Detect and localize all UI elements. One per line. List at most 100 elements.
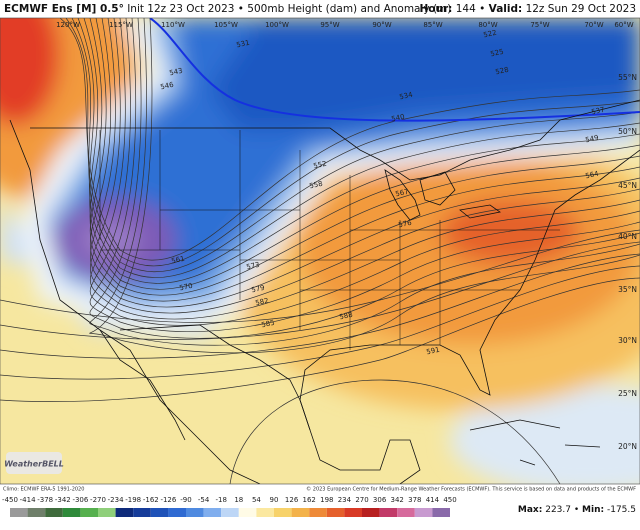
valid-label: Valid: bbox=[489, 3, 523, 15]
contour-line bbox=[0, 229, 640, 323]
contour-line bbox=[89, 18, 640, 308]
contour-label: 591 bbox=[426, 346, 441, 357]
contour-label: 549 bbox=[585, 134, 600, 145]
longitude-label: 60°W bbox=[614, 21, 633, 29]
state-lines bbox=[99, 130, 560, 350]
colorbar-tick-label: -234 bbox=[108, 496, 124, 504]
colorbar-tick-label: 126 bbox=[285, 496, 299, 504]
contours bbox=[0, 18, 640, 484]
contour-line bbox=[83, 18, 640, 284]
stats: Max: 223.7 • Min: -175.5 bbox=[518, 505, 636, 515]
contour-line bbox=[89, 18, 640, 326]
contour-line bbox=[89, 18, 640, 346]
anomaly-area bbox=[210, 18, 640, 130]
longitude-label: 95°W bbox=[320, 21, 339, 29]
colorbar-tick-label: -414 bbox=[20, 496, 36, 504]
longitude-label: 70°W bbox=[584, 21, 603, 29]
contour-label: 567 bbox=[395, 188, 410, 199]
colorbar-tick-label: 342 bbox=[391, 496, 404, 504]
boundaries bbox=[9, 99, 640, 484]
contour-label: 576 bbox=[398, 219, 413, 230]
colorbar-swatch bbox=[10, 508, 28, 517]
contour-line bbox=[89, 18, 640, 290]
contour-label: 561 bbox=[171, 255, 186, 266]
labels: 120°W 115°W 110°W 105°W 100°W 95°W 90°W 85°W 80°… bbox=[56, 21, 637, 451]
colorbar-tick-label: -342 bbox=[55, 496, 71, 504]
longitude-label: 100°W bbox=[265, 21, 289, 29]
contour-line bbox=[0, 277, 640, 402]
latitude-label: 20°N bbox=[618, 442, 637, 451]
contour-label: 582 bbox=[255, 297, 270, 308]
coastline bbox=[309, 429, 421, 484]
separator: • bbox=[479, 3, 485, 15]
colorbar-swatch bbox=[203, 508, 222, 517]
contour-line bbox=[89, 18, 640, 320]
longitude-label: 110°W bbox=[161, 21, 185, 29]
contour-label: 546 bbox=[160, 81, 175, 92]
contour-line bbox=[65, 18, 640, 267]
longitude-label: 80°W bbox=[478, 21, 497, 29]
contour-line bbox=[71, 18, 640, 273]
longitude-label: 105°W bbox=[214, 21, 238, 29]
colorbar-swatch bbox=[274, 508, 292, 517]
min-value: -175.5 bbox=[607, 505, 636, 515]
title: ECMWF Ens [M] 0.5° bbox=[4, 3, 124, 15]
contour-label: 522 bbox=[483, 29, 498, 40]
colorbar-swatch bbox=[397, 508, 415, 517]
contour-label: 525 bbox=[490, 48, 505, 59]
valid: 12z Sun 29 Oct 2023 bbox=[526, 3, 636, 15]
colorbar-tick-label: -162 bbox=[143, 496, 159, 504]
contour-540 bbox=[149, 18, 640, 122]
anomaly-area bbox=[0, 18, 60, 125]
separator: • bbox=[574, 505, 579, 515]
contour-label: 564 bbox=[585, 170, 600, 181]
logo-badge bbox=[6, 452, 62, 474]
hour: 144 bbox=[456, 3, 476, 15]
border bbox=[30, 99, 640, 181]
colorbar-tick-label: 234 bbox=[338, 496, 352, 504]
contour-label: 588 bbox=[339, 311, 354, 322]
contour-line bbox=[89, 18, 640, 302]
longitude-label: 85°W bbox=[423, 21, 442, 29]
colorbar-swatch bbox=[133, 508, 151, 517]
contour-label: 558 bbox=[309, 180, 324, 191]
colorbar-swatch bbox=[168, 508, 186, 517]
anomaly-area bbox=[440, 200, 580, 264]
colorbar-tick-label: 18 bbox=[234, 496, 243, 504]
colorbar-tick-label: 198 bbox=[320, 496, 333, 504]
coastline bbox=[9, 119, 261, 484]
colorbar-swatch bbox=[256, 508, 274, 517]
colorbar-tick-label: 306 bbox=[373, 496, 387, 504]
contour-label: 534 bbox=[399, 91, 414, 102]
contour-label: 570 bbox=[179, 282, 194, 293]
contour-line bbox=[0, 253, 640, 359]
colorbar-swatch bbox=[115, 508, 134, 517]
longitude-label: 120°W bbox=[56, 21, 80, 29]
latitude-label: 50°N bbox=[618, 127, 637, 136]
map: 120°W 115°W 110°W 105°W 100°W 95°W 90°W 85°W 80°… bbox=[0, 18, 640, 484]
colorbar-tick-label: 162 bbox=[303, 496, 316, 504]
lake bbox=[384, 169, 501, 221]
colorbar-tick-label: -306 bbox=[72, 496, 88, 504]
colorbar-tick-label: -90 bbox=[180, 496, 191, 504]
contour-line bbox=[89, 18, 640, 314]
contour-line bbox=[0, 241, 640, 340]
max-value: 223.7 bbox=[545, 505, 571, 515]
contour-label: 579 bbox=[251, 284, 266, 295]
subtitle: Init 12z 23 Oct 2023 • 500mb Height (dam… bbox=[127, 3, 451, 15]
colorbar-tick-label: -54 bbox=[198, 496, 210, 504]
latitude-label: 45°N bbox=[618, 181, 637, 190]
longitude-label: 115°W bbox=[109, 21, 133, 29]
colorbar-swatch bbox=[362, 508, 380, 517]
colorbar-tick-label: -126 bbox=[160, 496, 176, 504]
colorbar-swatch bbox=[80, 508, 98, 517]
contour-label: 573 bbox=[246, 261, 261, 272]
min-label: Min: bbox=[582, 505, 604, 515]
anomaly-area bbox=[450, 385, 640, 484]
colorbar-swatch bbox=[379, 508, 398, 517]
latitude-label: 55°N bbox=[618, 73, 637, 82]
colorbar-swatch bbox=[432, 508, 450, 517]
contour-label: 528 bbox=[495, 66, 510, 77]
